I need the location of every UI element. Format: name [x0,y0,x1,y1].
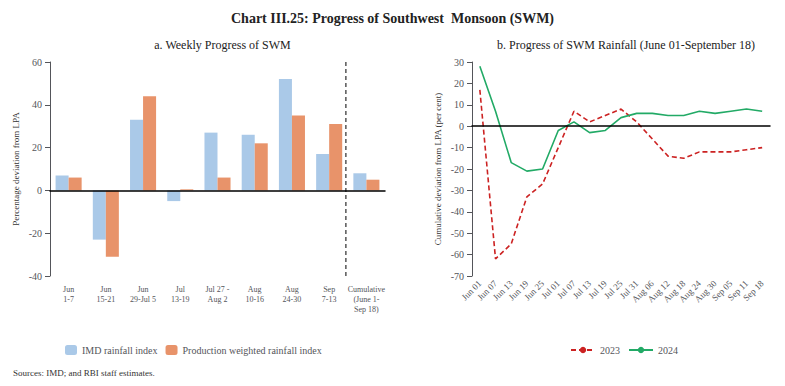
svg-text:24-30: 24-30 [283,295,302,304]
svg-text:7-13: 7-13 [322,295,337,304]
svg-text:-10: -10 [451,142,464,153]
svg-text:Sep: Sep [323,285,335,294]
svg-text:Jun: Jun [100,285,111,294]
svg-text:20: 20 [32,142,42,153]
svg-text:Jun 07: Jun 07 [475,278,500,303]
svg-text:Jul: Jul [176,285,186,294]
svg-text:Sep 11: Sep 11 [725,278,750,303]
svg-text:40: 40 [32,99,42,110]
svg-text:Chart III.25: Progress of Sout: Chart III.25: Progress of Southwest Mons… [231,11,554,27]
svg-text:Sources: IMD; and RBI staff es: Sources: IMD; and RBI staff estimates. [13,368,155,378]
svg-text:Production weighted rainfall i: Production weighted rainfall index [183,345,322,356]
svg-text:a. Weekly Progress of SWM: a. Weekly Progress of SWM [154,38,291,52]
svg-text:-20: -20 [29,228,42,239]
svg-text:Cumulative deviation from LPA: Cumulative deviation from LPA (per cent) [433,93,443,245]
svg-text:29-Jul 5: 29-Jul 5 [130,295,156,304]
svg-text:Jun: Jun [63,285,74,294]
svg-text:-70: -70 [451,271,464,282]
svg-text:Jun 25: Jun 25 [522,278,547,303]
svg-text:0: 0 [459,121,464,132]
svg-text:Aug 12: Aug 12 [645,278,672,305]
svg-text:Jul 19: Jul 19 [586,278,609,301]
svg-text:10-16: 10-16 [245,295,264,304]
svg-text:b. Progress of SWM Rainfall (J: b. Progress of SWM Rainfall (June 01-Sep… [497,38,755,52]
svg-text:2023: 2023 [600,345,620,356]
svg-text:Jun 13: Jun 13 [490,278,515,303]
svg-text:Aug 24: Aug 24 [677,278,703,305]
svg-text:Aug 18: Aug 18 [661,278,688,305]
svg-text:Jul 27 -: Jul 27 - [206,285,230,294]
svg-text:Sep 05: Sep 05 [709,278,735,303]
svg-text:Aug: Aug [248,285,262,294]
svg-text:15-21: 15-21 [96,295,115,304]
svg-text:Jul 13: Jul 13 [570,278,594,301]
svg-text:(June 1-: (June 1- [353,295,379,304]
svg-text:-40: -40 [451,206,464,217]
svg-text:Aug 06: Aug 06 [630,278,656,305]
svg-text:Jun 19: Jun 19 [506,278,531,303]
svg-text:Sep 18): Sep 18) [354,305,379,314]
svg-text:-20: -20 [451,164,464,175]
svg-text:Jul 31: Jul 31 [617,278,641,301]
svg-text:2024: 2024 [658,345,678,356]
svg-text:13-19: 13-19 [171,295,190,304]
svg-text:-30: -30 [451,185,464,196]
svg-text:1-7: 1-7 [63,295,74,304]
svg-text:60: 60 [32,57,42,68]
svg-text:0: 0 [37,185,42,196]
svg-text:Aug 30: Aug 30 [692,278,719,305]
svg-text:-50: -50 [451,228,464,239]
svg-text:20: 20 [454,78,464,89]
svg-text:Jun: Jun [137,285,148,294]
svg-text:Cumulative: Cumulative [348,285,386,294]
svg-text:IMD rainfall index: IMD rainfall index [82,345,158,356]
svg-text:Jul 01: Jul 01 [539,278,562,301]
svg-text:30: 30 [454,57,464,68]
svg-text:Aug 2: Aug 2 [208,295,228,304]
svg-text:Jul 25: Jul 25 [602,278,625,301]
svg-text:Percentage deviation from LPA: Percentage deviation from LPA [11,112,21,226]
svg-text:-60: -60 [451,249,464,260]
svg-text:-40: -40 [29,271,42,282]
svg-text:Jun 01: Jun 01 [459,278,484,303]
svg-text:Aug: Aug [285,285,299,294]
svg-text:10: 10 [454,99,464,110]
svg-text:Sep 18: Sep 18 [741,278,766,303]
svg-text:Jul 07: Jul 07 [555,278,578,301]
